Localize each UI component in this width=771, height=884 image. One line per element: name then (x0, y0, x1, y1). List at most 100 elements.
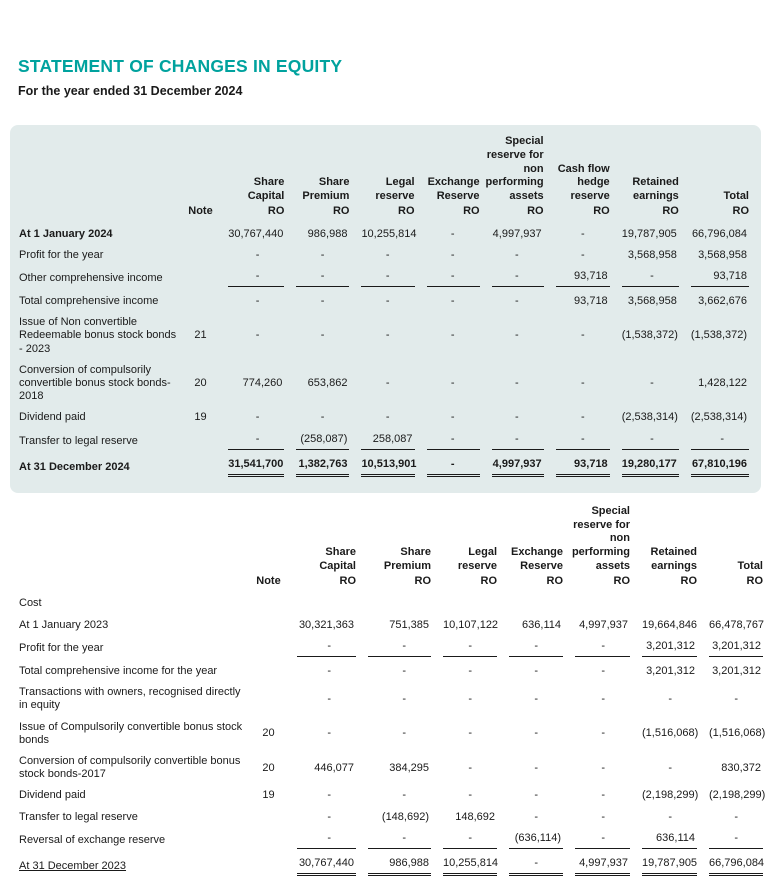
column-header-unit: RO (662, 204, 679, 217)
cell-value: - (468, 727, 472, 740)
cell-value (287, 593, 358, 614)
column-header: Special reserve for non performing asset… (482, 133, 546, 224)
row-label: At 1 January 2024 (19, 227, 113, 240)
column-header-unit: RO (732, 204, 750, 217)
cell-value: 986,988 (307, 227, 348, 240)
cell-value: - (565, 636, 632, 661)
cell-value: 636,114 (522, 618, 561, 631)
cell-value: - (546, 429, 612, 454)
cell-value: - (581, 227, 585, 240)
cell-value: - (385, 329, 390, 342)
cell-value: - (668, 692, 672, 705)
cell-value: - (327, 727, 331, 740)
cell-value: - (320, 248, 325, 261)
table-row: Transfer to legal reserve - (148,692) 148,6… (18, 807, 765, 828)
cell-value: - (534, 789, 538, 802)
note-column-header: Note (256, 574, 281, 587)
equity-table-year-2024: Note Share Capital RO Share Premium RO Legal … (18, 133, 751, 481)
cell-value: - (468, 789, 472, 802)
cell-value: 3,201,312 (646, 665, 695, 677)
column-header-label: Share Premium (383, 546, 431, 572)
header-row: Note Share Capital RO Share Premium RO Legal … (18, 503, 765, 594)
cell-value: - (534, 761, 538, 774)
column-header-label: Legal reserve (457, 546, 497, 572)
note-column-header: Note (188, 204, 213, 217)
cell-value: 66,478,767 (709, 618, 765, 631)
column-header-unit: RO (593, 204, 610, 217)
column-header-unit: RO (414, 574, 432, 587)
equity-table-year-2023: Note Share Capital RO Share Premium RO Legal … (18, 503, 765, 880)
row-label: Conversion of compulsorily convertible b… (19, 754, 241, 781)
cell-value: 66,796,084 (699, 853, 765, 880)
cell-value: - (402, 665, 406, 677)
cell-value: - (612, 429, 681, 454)
row-note-ref (184, 266, 219, 291)
row-note-ref (251, 636, 287, 661)
cell-value (499, 593, 565, 614)
row-note-ref (251, 593, 287, 614)
cell-value: - (601, 761, 605, 774)
table-row: Dividend paid 19 - - - - - (2,198,299) (2,198,29… (18, 785, 765, 806)
cell-value: - (601, 810, 605, 823)
cell-value: - (482, 429, 546, 454)
cell-value: 3,568,958 (627, 248, 677, 261)
cell-value: - (468, 692, 472, 705)
cell-value: 751,385 (389, 618, 429, 631)
row-label: Dividend paid (19, 789, 86, 802)
column-header-unit: RO (527, 204, 544, 217)
cell-value: 4,997,937 (492, 227, 542, 240)
column-header: Exchange Reserve RO (417, 133, 482, 224)
cell-value: 93,718 (574, 295, 608, 308)
cell-value (433, 593, 499, 614)
cell-value: - (581, 411, 585, 424)
table-row: Issue of Non convertible Redeemable bonu… (18, 312, 751, 360)
row-note-ref (184, 429, 219, 454)
cell-value: - (286, 266, 351, 291)
column-header: Cash flow hedge reserve RO (546, 133, 612, 224)
cell-value: - (499, 636, 565, 661)
row-note-ref: 21 (194, 329, 207, 342)
cell-value: - (601, 727, 605, 740)
row-note-ref: 19 (194, 411, 207, 424)
column-header-unit: RO (680, 574, 698, 587)
equity-table-2024-panel: Note Share Capital RO Share Premium RO Legal … (10, 125, 761, 493)
cell-value: - (417, 429, 482, 454)
cell-value: - (514, 295, 519, 308)
column-header-label: Retained earnings (632, 176, 679, 202)
cell-value: - (699, 828, 765, 853)
table-row: At 31 December 2023 30,767,440 986,988 10,2… (18, 853, 765, 880)
cell-value: - (402, 789, 406, 802)
row-label: Transfer to legal reserve (19, 810, 138, 823)
cell-value: (636,114) (499, 828, 565, 853)
cell-value: (1,516,068) (642, 727, 699, 740)
row-label: At 31 December 2024 (19, 460, 130, 473)
cell-value: - (601, 665, 605, 677)
table-row: Profit for the year - - - - -3,201,312 3,201,3… (18, 636, 765, 661)
row-label: Conversion of compulsorily convertible b… (19, 363, 171, 403)
cell-value: 10,255,814 (433, 853, 499, 880)
cell-value: - (482, 266, 546, 291)
cell-value: 830,372 (721, 761, 761, 774)
cell-value: - (358, 828, 433, 853)
cell-value: 19,787,905 (632, 853, 699, 880)
cell-value: - (468, 665, 472, 677)
cell-value: - (734, 810, 738, 823)
row-note-ref (251, 615, 287, 636)
equity-table-2023-section: Note Share Capital RO Share Premium RO Legal … (10, 503, 765, 880)
column-header-unit: RO (267, 204, 285, 217)
cell-value: (258,087) (286, 429, 351, 454)
cell-value: 30,767,440 (287, 853, 358, 880)
cell-value: - (668, 761, 672, 774)
row-label: At 31 December 2023 (19, 859, 127, 872)
cell-value: - (385, 411, 390, 424)
column-header-unit: RO (339, 574, 357, 587)
cell-value: (1,516,068) (709, 727, 766, 740)
equity-table-2023: Note Share Capital RO Share Premium RO Legal … (18, 503, 765, 880)
cell-value: - (514, 411, 519, 424)
column-header-label: Share Capital (247, 176, 285, 202)
cell-value: (2,198,299) (709, 789, 766, 802)
row-label: Issue of Non convertible Redeemable bonu… (19, 316, 177, 355)
column-header: Share Premium RO (358, 503, 433, 594)
cell-value: - (327, 665, 331, 677)
